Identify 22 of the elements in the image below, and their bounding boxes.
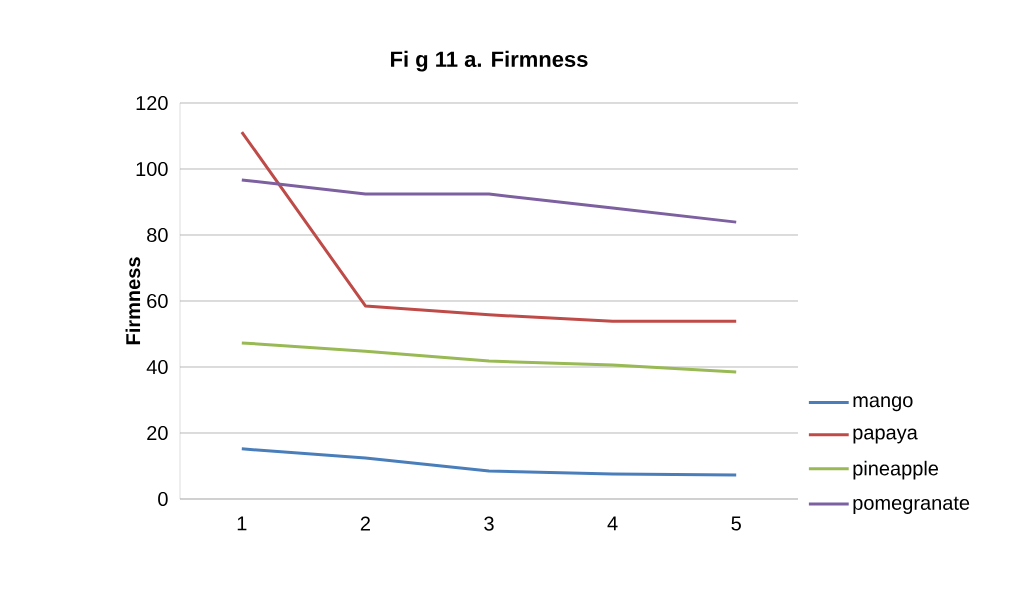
y-tick-label: 80 <box>147 227 168 243</box>
x-tick-label: 2 <box>360 516 370 531</box>
y-tick-label: 20 <box>147 425 168 441</box>
y-tick-label: 40 <box>146 359 168 375</box>
x-tick-label: 4 <box>607 516 618 531</box>
legend-label: pomegranate <box>853 496 970 514</box>
line-series <box>240 178 738 224</box>
line-series <box>240 447 738 477</box>
y-tick-label: 100 <box>136 161 168 177</box>
line-series <box>240 130 738 323</box>
legend-label: papaya <box>853 428 918 444</box>
x-tick-label: 1 <box>237 516 247 531</box>
x-tick-label: 5 <box>731 516 741 531</box>
y-tick-label: 60 <box>147 293 168 309</box>
legend-label: pineapple <box>853 460 939 480</box>
y-tick-label: 0 <box>158 491 168 507</box>
chart-title: Fi g 11 a. Firmness <box>391 50 588 72</box>
y-tick-label: 120 <box>136 95 168 111</box>
legend-label: mango <box>853 396 913 412</box>
x-tick-label: 3 <box>484 516 494 531</box>
y-axis-title: Firmness <box>125 257 141 345</box>
line-series <box>240 341 738 374</box>
